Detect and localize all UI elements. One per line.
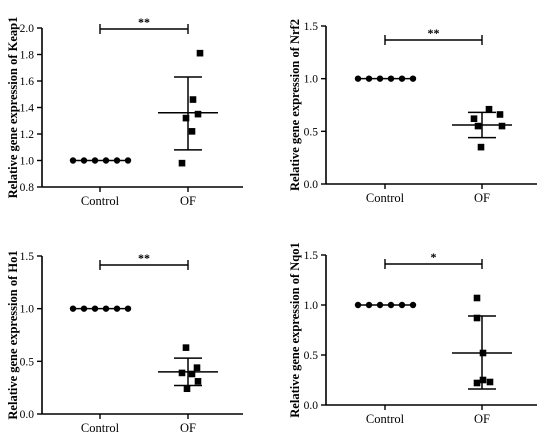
data-point-control — [354, 301, 362, 309]
data-point-control — [365, 301, 373, 309]
data-point-control — [80, 157, 88, 164]
y-tick-label: 1.5 — [20, 251, 35, 263]
data-point-control — [365, 75, 373, 82]
data-point-control — [409, 301, 417, 309]
y-tick-label: 0.5 — [20, 356, 35, 368]
data-point-control — [91, 305, 99, 312]
x-category-label: OF — [180, 194, 196, 208]
x-category-label: OF — [180, 421, 196, 435]
y-tick-label: 1.5 — [304, 21, 319, 33]
y-tick-label: 1.5 — [304, 250, 319, 262]
y-tick-label: 1.0 — [20, 304, 35, 316]
data-point-of — [477, 143, 485, 151]
x-category-label: OF — [474, 191, 490, 205]
data-point-control — [398, 301, 406, 309]
data-point-of — [178, 369, 186, 377]
data-point-control — [113, 305, 121, 312]
data-point-control — [354, 75, 362, 82]
y-axis-title: Relative gene expression of Ho1 — [6, 250, 20, 419]
data-point-of — [479, 376, 487, 384]
data-point-of — [189, 96, 197, 103]
chart-panel-1: 0.8 1.0 1.2 1.4 1.6 1.8 2.0 Control OF Relative g… — [6, 15, 243, 208]
data-point-of — [498, 122, 506, 130]
y-tick-label: 1.0 — [20, 156, 35, 168]
chart-panel-4: 0.0 0.5 1.0 1.5 Control OF Relative gene expre… — [288, 242, 537, 426]
data-point-of — [194, 110, 202, 118]
data-point-of — [178, 159, 186, 167]
chart-panel-3: 0.0 0.5 1.0 1.5 Control OF Relative gene expre… — [6, 250, 243, 435]
data-point-control — [124, 157, 132, 164]
data-point-of — [486, 378, 494, 386]
data-point-of — [485, 105, 493, 113]
y-tick-label: 1.0 — [304, 74, 319, 86]
data-point-control — [80, 305, 88, 312]
x-category-label: Control — [366, 412, 405, 426]
data-point-of — [473, 294, 481, 302]
y-tick-label: 0.8 — [20, 182, 35, 194]
x-category-label: OF — [474, 412, 490, 426]
data-point-of — [188, 370, 196, 378]
data-point-of — [473, 314, 481, 322]
data-point-of — [470, 115, 478, 122]
y-tick-label: 0.0 — [20, 409, 35, 421]
data-point-of — [474, 122, 482, 130]
x-category-label: Control — [81, 194, 120, 208]
data-point-control — [91, 157, 99, 164]
data-point-of — [183, 385, 191, 393]
chart-panel-2: 0.0 0.5 1.0 1.5 Control OF Relative gene expre… — [288, 19, 537, 205]
data-point-control — [409, 75, 417, 82]
data-point-control — [376, 301, 384, 309]
significance-marker: ** — [138, 251, 150, 265]
y-axis-title: Relative gene expression of Nrf2 — [288, 19, 302, 191]
y-tick-label: 0.0 — [304, 179, 319, 191]
y-axis-title: Relative gene expression of Keap1 — [6, 17, 20, 199]
significance-marker: ** — [138, 15, 150, 29]
y-tick-label: 1.2 — [20, 129, 35, 141]
data-point-control — [387, 75, 395, 82]
data-point-of — [496, 111, 504, 118]
data-point-control — [102, 305, 110, 312]
data-point-control — [398, 75, 406, 82]
data-point-of — [194, 378, 202, 385]
x-category-label: Control — [366, 191, 405, 205]
data-point-control — [69, 157, 77, 164]
y-tick-label: 0.0 — [304, 400, 319, 412]
significance-marker: * — [431, 250, 437, 264]
y-tick-label: 0.5 — [304, 350, 319, 362]
y-tick-label: 1.8 — [20, 50, 35, 62]
data-point-of — [182, 114, 190, 122]
significance-marker: ** — [428, 26, 440, 40]
data-point-of — [193, 364, 201, 371]
data-point-control — [387, 301, 395, 309]
data-point-of — [473, 379, 481, 387]
data-point-control — [102, 157, 110, 164]
data-point-of — [479, 349, 487, 357]
x-category-label: Control — [81, 421, 120, 435]
y-tick-label: 1.6 — [20, 76, 35, 88]
y-axis-title: Relative gene expression of Nqo1 — [288, 242, 302, 417]
y-tick-label: 1.0 — [304, 300, 319, 312]
data-point-control — [69, 305, 77, 312]
y-tick-label: 1.4 — [20, 103, 35, 115]
data-point-control — [376, 75, 384, 82]
data-point-of — [188, 128, 196, 135]
y-tick-label: 0.5 — [304, 126, 319, 138]
data-point-of — [182, 344, 190, 351]
data-point-of — [196, 49, 204, 57]
y-tick-label: 2.0 — [20, 23, 35, 35]
data-point-control — [113, 157, 121, 164]
data-point-control — [124, 305, 132, 312]
